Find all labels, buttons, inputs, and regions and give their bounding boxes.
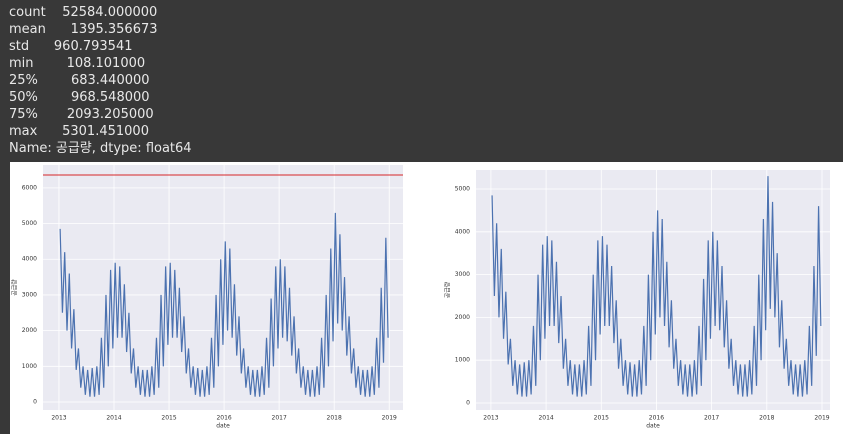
output-line: min 108.101000 [9, 56, 146, 71]
series-line [491, 176, 822, 397]
y-tick-label: 5000 [455, 186, 470, 193]
output-line: max 5301.451000 [9, 124, 149, 139]
y-axis-label: 공급량 [12, 279, 19, 296]
cell-gutter [0, 162, 10, 434]
y-tick-label: 0 [33, 399, 37, 406]
y-tick-label: 1000 [22, 363, 37, 370]
y-tick-label: 2000 [22, 327, 37, 334]
output-line: count 52584.000000 [9, 5, 158, 20]
x-tick-label: 2016 [649, 415, 664, 422]
y-tick-label: 2000 [455, 314, 470, 321]
x-tick-label: 2014 [538, 415, 553, 422]
x-axis-label: date [216, 423, 230, 430]
y-tick-label: 0 [466, 399, 470, 406]
x-tick-label: 2019 [382, 415, 397, 422]
series-line [59, 212, 389, 397]
output-line: std 960.793541 [9, 39, 133, 54]
x-tick-label: 2013 [483, 415, 498, 422]
output-line: 75% 2093.205000 [9, 107, 154, 122]
y-tick-label: 1000 [455, 357, 470, 364]
x-tick-label: 2013 [51, 415, 66, 422]
x-tick-label: 2018 [327, 415, 342, 422]
x-tick-label: 2019 [814, 415, 829, 422]
y-tick-label: 3000 [22, 291, 37, 298]
y-tick-label: 6000 [22, 184, 37, 191]
plot-area [476, 170, 830, 410]
x-tick-label: 2017 [272, 415, 287, 422]
output-line: 25% 683.440000 [9, 73, 150, 88]
y-axis-label: 공급량 [445, 281, 452, 298]
x-axis-label: date [646, 423, 660, 430]
x-tick-label: 2016 [216, 415, 231, 422]
x-tick-label: 2017 [704, 415, 719, 422]
y-tick-label: 3000 [455, 271, 470, 278]
x-tick-label: 2015 [594, 415, 609, 422]
describe-output: count 52584.000000 mean 1395.356673 std 96… [0, 0, 843, 162]
x-tick-label: 2014 [106, 415, 121, 422]
output-line: mean 1395.356673 [9, 22, 158, 37]
output-line: 50% 968.548000 [9, 90, 150, 105]
x-tick-label: 2018 [759, 415, 774, 422]
y-tick-label: 5000 [22, 220, 37, 227]
y-tick-label: 4000 [455, 228, 470, 235]
y-tick-label: 4000 [22, 256, 37, 263]
output-line: Name: 공급량, dtype: float64 [9, 141, 192, 156]
x-tick-label: 2015 [161, 415, 176, 422]
